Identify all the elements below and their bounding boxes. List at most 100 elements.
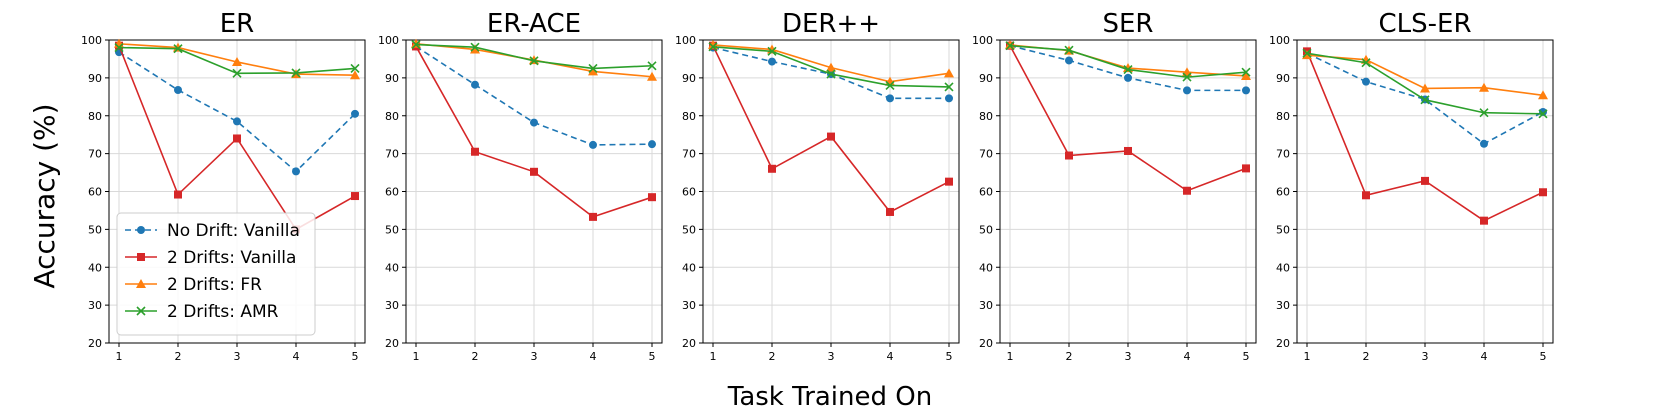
data-point xyxy=(233,134,241,143)
panel-title: ER xyxy=(220,9,255,39)
data-point xyxy=(174,190,182,199)
data-point xyxy=(589,140,597,149)
data-point xyxy=(708,42,718,52)
data-point xyxy=(1302,50,1312,60)
panel-der-: DER++ 20 30 40 50 60 70 80 90 100 1 2 3 4 5 xyxy=(675,9,960,363)
y-tick-label: 60 xyxy=(1276,186,1290,199)
data-point xyxy=(1065,151,1073,160)
data-point xyxy=(530,167,538,176)
y-tick-label: 90 xyxy=(88,72,102,85)
data-point xyxy=(1539,188,1547,197)
data-point xyxy=(767,46,777,56)
y-tick-label: 70 xyxy=(88,148,102,161)
x-tick-label: 2 xyxy=(1363,350,1370,363)
data-point xyxy=(1182,72,1192,82)
x-tick-label: 1 xyxy=(710,350,717,363)
data-point xyxy=(944,82,954,92)
x-tick-label: 3 xyxy=(1422,350,1429,363)
y-tick-label: 40 xyxy=(1276,261,1290,274)
panel-ser: SER 20 30 40 50 60 70 80 90 100 1 2 3 4 5 xyxy=(972,9,1257,363)
data-point xyxy=(1124,146,1132,155)
y-tick-label: 70 xyxy=(682,148,696,161)
series-2-drifts-amr xyxy=(708,42,954,92)
legend-label: 2 Drifts: AMR xyxy=(167,302,279,322)
panel-title: SER xyxy=(1103,9,1154,39)
x-tick-label: 4 xyxy=(293,350,300,363)
data-point xyxy=(471,80,479,89)
data-point xyxy=(114,43,124,53)
y-tick-label: 60 xyxy=(88,186,102,199)
y-tick-label: 40 xyxy=(682,261,696,274)
x-axis-label: Task Trained On xyxy=(727,382,932,412)
data-point xyxy=(1241,67,1251,77)
data-point xyxy=(1421,176,1429,185)
y-tick-label: 30 xyxy=(88,299,102,312)
data-point xyxy=(351,192,359,201)
x-tick-label: 4 xyxy=(1481,350,1488,363)
legend-box xyxy=(116,212,316,336)
x-tick-label: 1 xyxy=(413,350,420,363)
x-tick-label: 4 xyxy=(590,350,597,363)
y-tick-label: 100 xyxy=(675,34,696,47)
y-tick-label: 30 xyxy=(682,299,696,312)
x-tick-label: 2 xyxy=(769,350,776,363)
data-point xyxy=(826,69,836,79)
data-point xyxy=(1183,186,1191,195)
data-point xyxy=(945,177,953,186)
y-tick-label: 80 xyxy=(682,110,696,123)
x-tick-label: 3 xyxy=(234,350,241,363)
series-2-drifts-amr xyxy=(411,39,657,73)
x-tick-label: 5 xyxy=(649,350,656,363)
panel-title: DER++ xyxy=(782,9,880,39)
y-tick-label: 100 xyxy=(972,34,993,47)
data-point xyxy=(944,68,954,78)
y-tick-label: 30 xyxy=(385,299,399,312)
legend-entry: 2 Drifts: Vanilla xyxy=(125,248,296,268)
y-tick-label: 70 xyxy=(979,148,993,161)
y-tick-label: 90 xyxy=(1276,72,1290,85)
y-tick-label: 20 xyxy=(979,337,993,350)
data-point xyxy=(1361,58,1371,68)
data-point xyxy=(292,167,300,176)
data-point xyxy=(1480,139,1488,148)
y-tick-label: 90 xyxy=(979,72,993,85)
y-tick-label: 30 xyxy=(979,299,993,312)
legend-marker xyxy=(136,306,146,316)
data-point xyxy=(1241,70,1251,80)
y-tick-label: 70 xyxy=(1276,148,1290,161)
data-point xyxy=(1361,54,1371,64)
data-point xyxy=(350,63,360,73)
x-tick-label: 2 xyxy=(472,350,479,363)
data-point xyxy=(648,193,656,202)
data-point xyxy=(768,164,776,173)
legend-label: No Drift: Vanilla xyxy=(167,221,300,241)
data-point xyxy=(411,39,421,50)
x-tick-label: 4 xyxy=(1184,350,1191,363)
x-tick-label: 5 xyxy=(946,350,953,363)
data-point xyxy=(768,57,776,66)
data-point xyxy=(1538,109,1548,119)
data-point xyxy=(589,212,597,221)
data-point xyxy=(945,94,953,103)
legend-label: 2 Drifts: Vanilla xyxy=(167,248,296,268)
y-tick-label: 100 xyxy=(378,34,399,47)
data-point xyxy=(886,94,894,103)
panels: ER 20 30 40 50 60 70 80 90 100 1 2 3 4 5 ER-ACE 20 30 40 50… xyxy=(81,9,1554,363)
data-point xyxy=(1420,95,1430,105)
y-tick-label: 80 xyxy=(385,110,399,123)
data-point xyxy=(1362,191,1370,200)
data-point xyxy=(233,117,241,126)
legend-entry: 2 Drifts: FR xyxy=(125,275,262,295)
y-tick-label: 50 xyxy=(88,223,102,236)
legend-marker xyxy=(136,279,146,288)
legend-entry: No Drift: Vanilla xyxy=(125,221,300,241)
data-point xyxy=(1479,82,1489,92)
x-tick-label: 2 xyxy=(175,350,182,363)
data-point xyxy=(1480,216,1488,225)
data-point xyxy=(232,56,242,66)
data-point xyxy=(173,44,183,54)
data-point xyxy=(1420,83,1430,93)
data-point xyxy=(648,140,656,149)
legend-entry: 2 Drifts: AMR xyxy=(125,302,279,322)
